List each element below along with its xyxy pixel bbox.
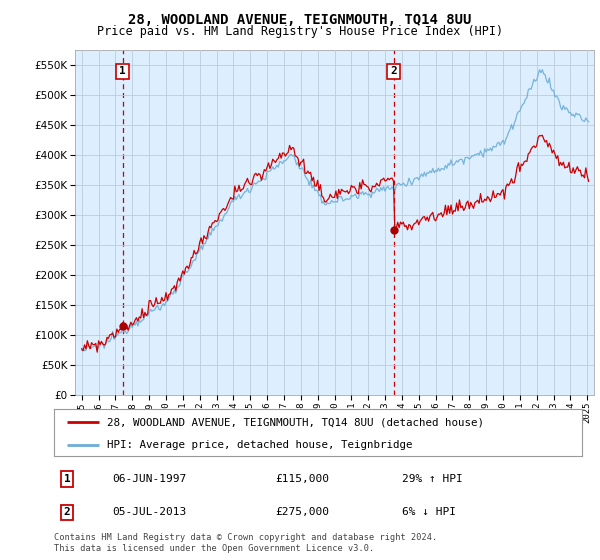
Text: £115,000: £115,000 bbox=[276, 474, 330, 484]
Text: 28, WOODLAND AVENUE, TEIGNMOUTH, TQ14 8UU (detached house): 28, WOODLAND AVENUE, TEIGNMOUTH, TQ14 8U… bbox=[107, 417, 484, 427]
Text: 2: 2 bbox=[64, 507, 71, 517]
Text: Contains HM Land Registry data © Crown copyright and database right 2024.
This d: Contains HM Land Registry data © Crown c… bbox=[54, 533, 437, 553]
Text: £275,000: £275,000 bbox=[276, 507, 330, 517]
Text: 28, WOODLAND AVENUE, TEIGNMOUTH, TQ14 8UU: 28, WOODLAND AVENUE, TEIGNMOUTH, TQ14 8U… bbox=[128, 13, 472, 27]
Text: 2: 2 bbox=[390, 67, 397, 76]
Text: 1: 1 bbox=[64, 474, 71, 484]
Text: Price paid vs. HM Land Registry's House Price Index (HPI): Price paid vs. HM Land Registry's House … bbox=[97, 25, 503, 38]
Text: 6% ↓ HPI: 6% ↓ HPI bbox=[403, 507, 457, 517]
Text: 1: 1 bbox=[119, 67, 126, 76]
Text: HPI: Average price, detached house, Teignbridge: HPI: Average price, detached house, Teig… bbox=[107, 440, 412, 450]
Text: 29% ↑ HPI: 29% ↑ HPI bbox=[403, 474, 463, 484]
Text: 06-JUN-1997: 06-JUN-1997 bbox=[112, 474, 187, 484]
Text: 05-JUL-2013: 05-JUL-2013 bbox=[112, 507, 187, 517]
